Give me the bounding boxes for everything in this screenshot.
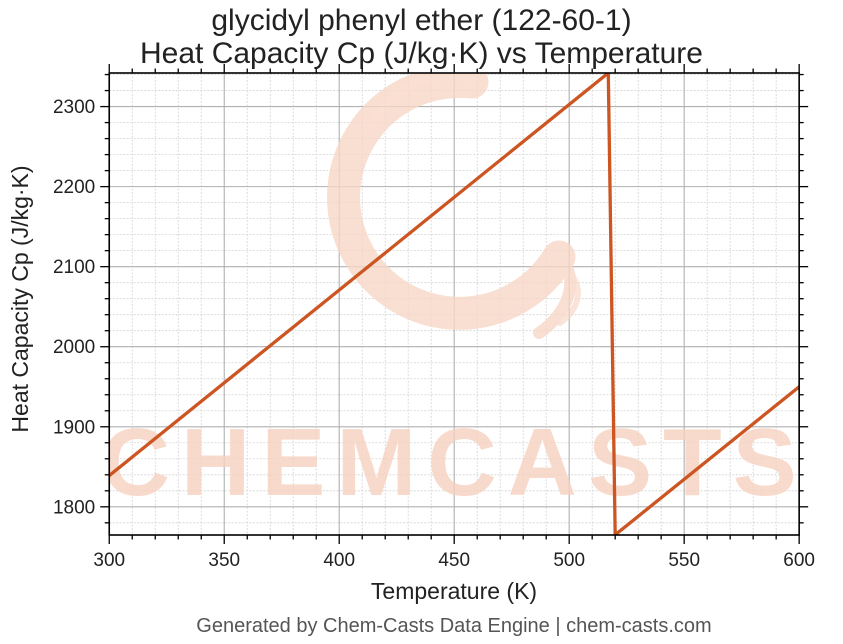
svg-text:2100: 2100 xyxy=(53,257,95,278)
svg-text:300: 300 xyxy=(93,550,125,571)
svg-text:400: 400 xyxy=(323,550,355,571)
svg-text:2300: 2300 xyxy=(53,97,95,118)
svg-text:2000: 2000 xyxy=(53,337,95,358)
svg-text:1900: 1900 xyxy=(53,417,95,438)
svg-text:600: 600 xyxy=(783,550,815,571)
svg-text:550: 550 xyxy=(668,550,700,571)
svg-text:450: 450 xyxy=(438,550,470,571)
svg-text:2200: 2200 xyxy=(53,177,95,198)
svg-text:350: 350 xyxy=(208,550,240,571)
svg-text:500: 500 xyxy=(553,550,585,571)
svg-text:CHEMCASTS: CHEMCASTS xyxy=(101,409,808,516)
svg-text:1800: 1800 xyxy=(53,497,95,518)
